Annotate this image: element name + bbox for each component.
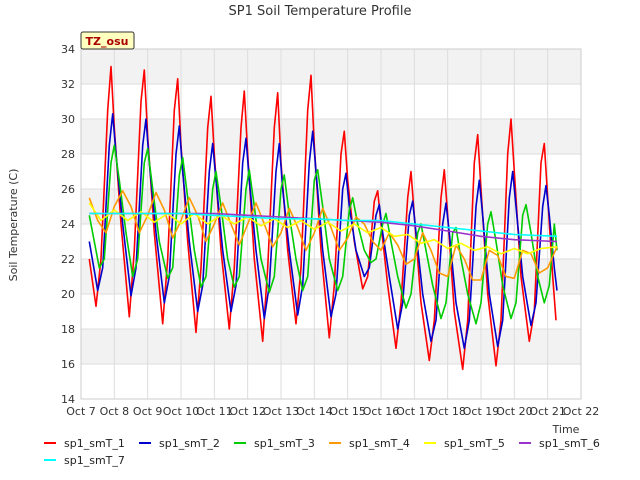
x-tick-label: Oct 9: [133, 405, 163, 418]
plot-band: [81, 49, 581, 84]
legend-item-sp1_smT_6: sp1_smT_6: [519, 437, 600, 450]
site-annotation-text: TZ_osu: [86, 35, 129, 48]
y-tick-label: 30: [61, 113, 75, 126]
x-tick-label: Oct 8: [100, 405, 130, 418]
x-tick-label: Oct 7: [66, 405, 96, 418]
legend-label: sp1_smT_3: [254, 437, 315, 450]
y-tick-label: 22: [61, 253, 75, 266]
series-lines: [88, 65, 558, 371]
y-tick-label: 16: [61, 358, 75, 371]
plot-background: [80, 48, 582, 400]
series-line-sp1_smT_2: [88, 113, 558, 350]
plot-band: [81, 119, 581, 154]
x-tick-label: Oct 18: [429, 405, 466, 418]
plot-band: [81, 329, 581, 364]
x-tick-label: Oct 12: [229, 405, 266, 418]
x-tick-label: Oct 19: [463, 405, 500, 418]
x-tick-label: Oct 22: [563, 405, 600, 418]
plot-border: [80, 48, 582, 400]
x-tick-label: Oct 10: [163, 405, 200, 418]
y-tick-label: 26: [61, 183, 75, 196]
plot-band: [81, 189, 581, 224]
y-tick-label: 34: [61, 43, 75, 56]
site-annotation-box: [80, 31, 135, 50]
legend-label: sp1_smT_2: [159, 437, 220, 450]
x-tick-label: Oct 21: [529, 405, 566, 418]
x-tick-label: Oct 20: [496, 405, 533, 418]
y-tick-label: 14: [61, 393, 75, 406]
y-tick-label: 18: [61, 323, 75, 336]
legend-label: sp1_smT_4: [349, 437, 410, 450]
legend-item-sp1_smT_2: sp1_smT_2: [139, 437, 220, 450]
y-tick-label: 32: [61, 78, 75, 91]
site-annotation: TZ_osu: [80, 31, 135, 50]
legend-item-sp1_smT_7: sp1_smT_7: [44, 454, 125, 467]
chart-title: SP1 Soil Temperature Profile: [229, 4, 412, 19]
x-tick-label: Oct 14: [296, 405, 333, 418]
legend-item-sp1_smT_1: sp1_smT_1: [44, 437, 125, 450]
legend-item-sp1_smT_5: sp1_smT_5: [424, 437, 505, 450]
legend-label: sp1_smT_6: [539, 437, 600, 450]
x-tick-label: Oct 17: [396, 405, 433, 418]
legend-label: sp1_smT_5: [444, 437, 505, 450]
y-axis: 14 16 18 20 22 24 26 28 30 32 34: [61, 43, 75, 406]
legend-label: sp1_smT_1: [64, 437, 125, 450]
y-tick-label: 24: [61, 218, 75, 231]
legend: sp1_smT_1 sp1_smT_2 sp1_smT_3 sp1_smT_4 sp1_…: [44, 437, 600, 467]
x-tick-label: Oct 15: [329, 405, 366, 418]
y-axis-label: Soil Temperature (C): [7, 169, 20, 282]
x-tick-label: Oct 11: [196, 405, 233, 418]
x-tick-label: Oct 13: [263, 405, 300, 418]
series-line-sp1_smT_3: [88, 144, 558, 325]
legend-item-sp1_smT_3: sp1_smT_3: [234, 437, 315, 450]
legend-item-sp1_smT_4: sp1_smT_4: [329, 437, 410, 450]
x-axis-label: Time: [552, 423, 580, 436]
series-line-sp1_smT_7: [89, 212, 558, 238]
x-tick-label: Oct 16: [363, 405, 400, 418]
series-line-sp1_smT_5: [88, 202, 558, 255]
series-line-sp1_smT_1: [88, 65, 557, 371]
legend-label: sp1_smT_7: [64, 454, 125, 467]
y-tick-label: 20: [61, 288, 75, 301]
series-line-sp1_smT_4: [88, 190, 558, 281]
y-tick-label: 28: [61, 148, 75, 161]
